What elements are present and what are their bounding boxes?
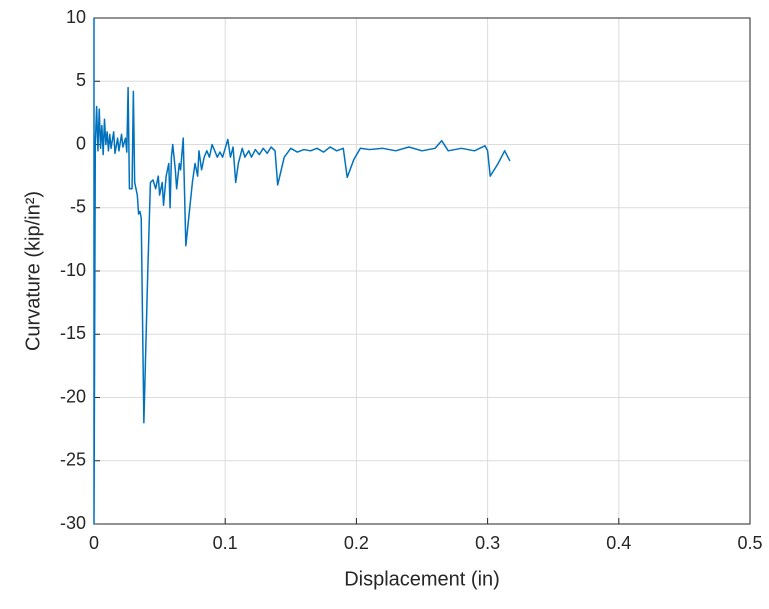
x-tick-label: 0 <box>89 533 99 553</box>
y-tick-label: -20 <box>60 386 86 406</box>
y-tick-label: 0 <box>76 133 86 153</box>
y-tick-label: 5 <box>76 70 86 90</box>
y-axis-label: Curvature (kip/in²) <box>22 191 44 351</box>
y-tick-label: -25 <box>60 450 86 470</box>
x-tick-label: 0.2 <box>344 533 369 553</box>
y-tick-label: -15 <box>60 323 86 343</box>
y-tick-label: -5 <box>70 197 86 217</box>
x-tick-label: 0.5 <box>737 533 762 553</box>
x-tick-label: 0.4 <box>606 533 631 553</box>
y-tick-label: -30 <box>60 513 86 533</box>
x-axis-label: Displacement (in) <box>344 568 500 590</box>
y-tick-label: 10 <box>66 7 86 27</box>
data-line <box>93 18 511 525</box>
y-tick-label: -10 <box>60 260 86 280</box>
x-tick-label: 0.3 <box>475 533 500 553</box>
x-tick-label: 0.1 <box>213 533 238 553</box>
